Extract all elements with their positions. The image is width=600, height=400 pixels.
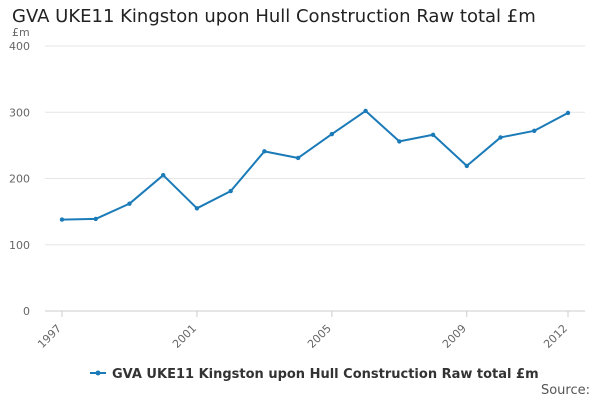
data-point[interactable] bbox=[363, 108, 368, 114]
y-tick-label: 100 bbox=[9, 239, 30, 252]
legend-point-marker bbox=[95, 370, 101, 376]
data-point[interactable] bbox=[430, 132, 436, 137]
y-tick-label: 0 bbox=[23, 305, 30, 318]
data-point[interactable] bbox=[262, 149, 267, 154]
data-point[interactable] bbox=[532, 128, 537, 133]
data-point[interactable] bbox=[464, 163, 469, 169]
data-point[interactable] bbox=[295, 155, 301, 161]
y-tick-label: 300 bbox=[9, 106, 30, 119]
x-tick-label: 1997 bbox=[35, 322, 64, 351]
y-tick-label: 400 bbox=[9, 40, 30, 53]
data-point[interactable] bbox=[93, 216, 98, 222]
data-point[interactable] bbox=[59, 217, 65, 222]
data-point[interactable] bbox=[565, 110, 571, 116]
data-point[interactable] bbox=[329, 131, 335, 137]
source-label: Source: bbox=[541, 383, 590, 398]
data-point[interactable] bbox=[161, 172, 166, 178]
y-axis-unit-label: £m bbox=[12, 26, 30, 39]
series-line bbox=[61, 109, 569, 221]
data-point[interactable] bbox=[498, 135, 503, 140]
legend-label: GVA UKE11 Kingston upon Hull Constructio… bbox=[112, 367, 539, 382]
chart-title: GVA UKE11 Kingston upon Hull Constructio… bbox=[12, 6, 536, 27]
legend: GVA UKE11 Kingston upon Hull Constructio… bbox=[90, 367, 539, 382]
data-point[interactable] bbox=[397, 139, 402, 144]
x-tick-label: 2001 bbox=[170, 322, 199, 351]
y-tick-label: 200 bbox=[9, 173, 30, 186]
data-point[interactable] bbox=[194, 206, 200, 211]
x-tick-label: 2005 bbox=[305, 322, 334, 351]
data-point[interactable] bbox=[127, 201, 132, 206]
x-tick-label: 2009 bbox=[440, 322, 469, 351]
x-tick-label: 2012 bbox=[541, 322, 570, 351]
data-point[interactable] bbox=[228, 188, 233, 194]
